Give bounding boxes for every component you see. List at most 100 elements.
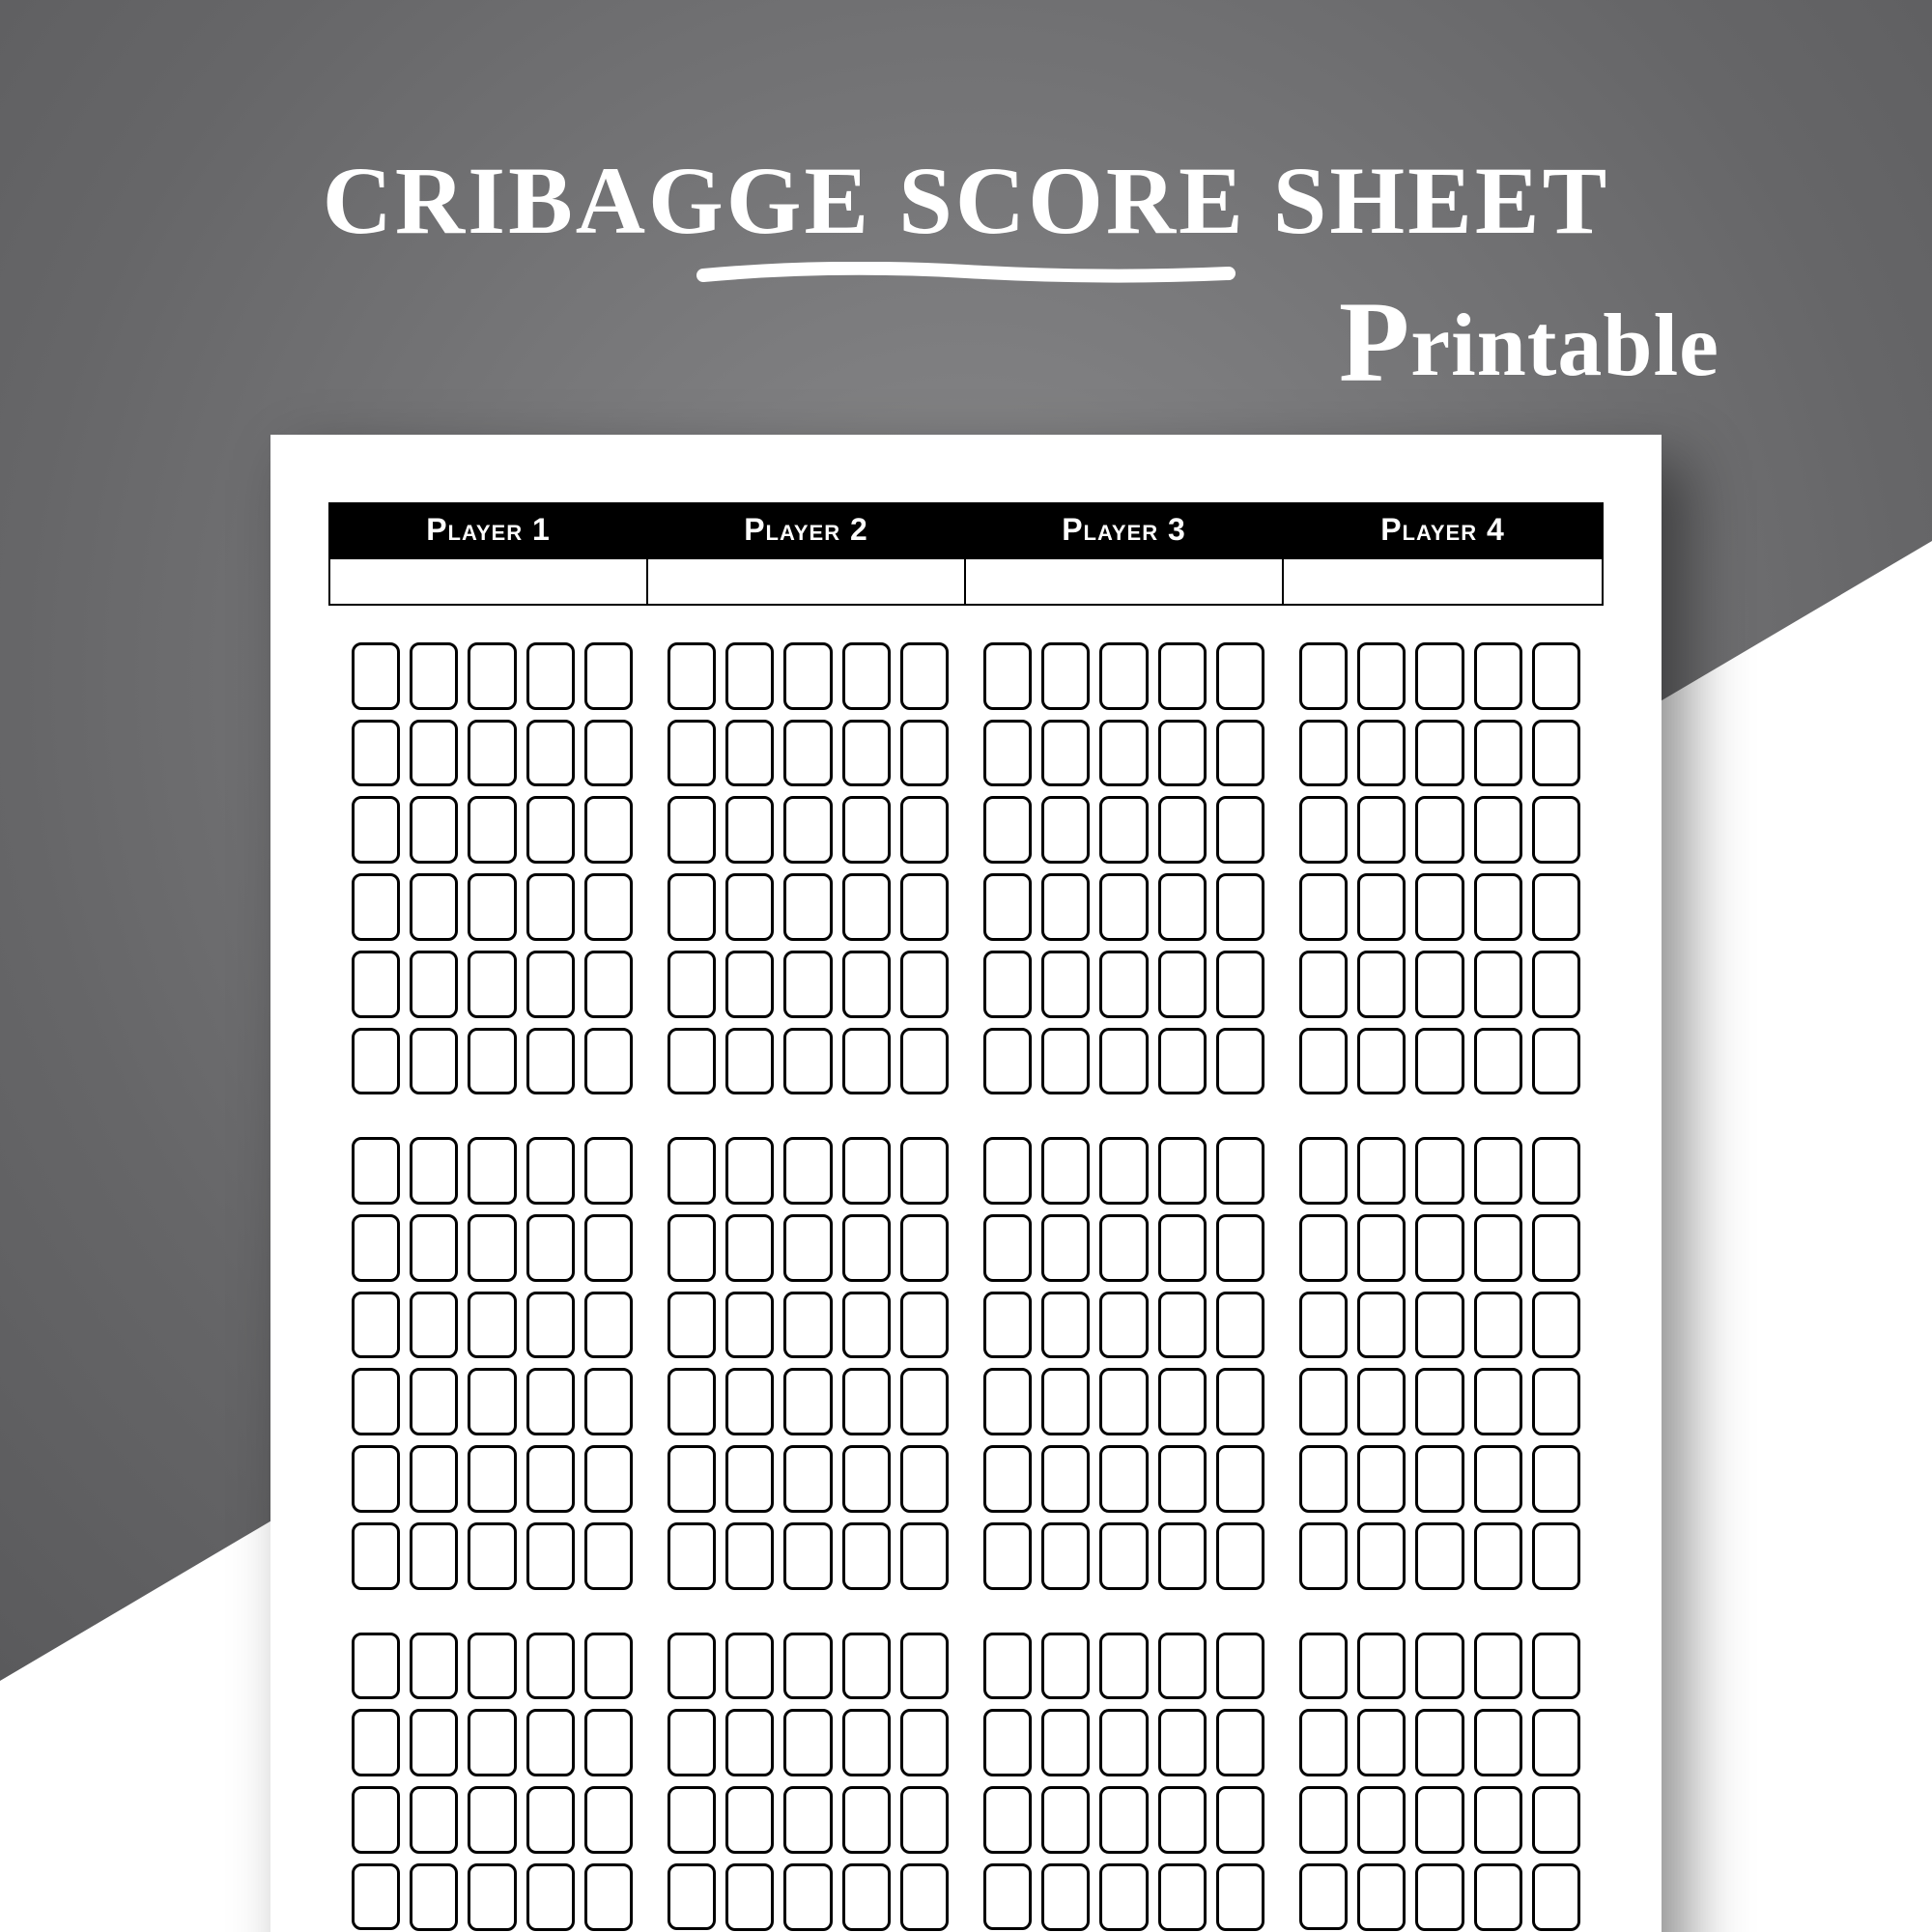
peg-row xyxy=(1299,1786,1580,1854)
peg-row xyxy=(668,1709,949,1776)
player-column xyxy=(983,642,1264,1932)
peg-hole xyxy=(1299,1368,1348,1435)
peg-row xyxy=(352,796,633,864)
peg-hole xyxy=(983,1786,1032,1854)
peg-hole xyxy=(410,1633,458,1700)
peg-row xyxy=(1299,720,1580,787)
peg-hole xyxy=(668,1292,716,1359)
peg-hole xyxy=(584,951,633,1018)
peg-hole xyxy=(1474,1368,1522,1435)
peg-hole xyxy=(1357,1214,1406,1282)
peg-hole xyxy=(1041,951,1090,1018)
peg-hole xyxy=(584,873,633,941)
player-column xyxy=(668,642,949,1932)
peg-hole xyxy=(668,873,716,941)
peg-hole xyxy=(783,873,832,941)
peg-hole xyxy=(352,1633,400,1700)
peg-hole xyxy=(842,1214,891,1282)
peg-hole xyxy=(900,1863,949,1931)
peg-hole xyxy=(1357,1137,1406,1205)
peg-hole xyxy=(1158,1786,1207,1854)
peg-hole xyxy=(352,1292,400,1359)
peg-hole xyxy=(1041,1709,1090,1776)
peg-hole xyxy=(1216,951,1264,1018)
peg-row xyxy=(352,720,633,787)
peg-hole xyxy=(1532,1786,1580,1854)
peg-row xyxy=(352,1522,633,1590)
peg-hole xyxy=(1099,1368,1148,1435)
peg-hole xyxy=(1357,1786,1406,1854)
peg-hole xyxy=(1099,1633,1148,1700)
peg-row xyxy=(352,1292,633,1359)
peg-row xyxy=(1299,1633,1580,1700)
peg-row xyxy=(983,1028,1264,1095)
peg-hole xyxy=(1099,1028,1148,1095)
peg-hole xyxy=(1415,1786,1463,1854)
peg-hole xyxy=(725,1709,774,1776)
peg-row xyxy=(1299,1863,1580,1931)
peg-hole xyxy=(725,1633,774,1700)
peg-hole xyxy=(1357,1368,1406,1435)
peg-row xyxy=(1299,951,1580,1018)
peg-hole xyxy=(842,796,891,864)
peg-hole xyxy=(725,1522,774,1590)
peg-row xyxy=(352,1709,633,1776)
peg-hole xyxy=(410,1522,458,1590)
peg-hole xyxy=(1099,1292,1148,1359)
peg-hole xyxy=(1474,951,1522,1018)
peg-hole xyxy=(1532,720,1580,787)
peg-hole xyxy=(352,873,400,941)
peg-hole xyxy=(1357,1445,1406,1513)
player-column xyxy=(352,642,633,1932)
peg-hole xyxy=(410,796,458,864)
peg-hole xyxy=(1532,1292,1580,1359)
peg-hole xyxy=(1474,1522,1522,1590)
peg-hole xyxy=(1357,1863,1406,1931)
peg-hole xyxy=(1299,951,1348,1018)
peg-hole xyxy=(352,1786,400,1854)
peg-hole xyxy=(1041,796,1090,864)
peg-hole xyxy=(842,873,891,941)
peg-hole xyxy=(1099,1863,1148,1931)
peg-hole xyxy=(468,1028,516,1095)
peg-hole xyxy=(1299,1633,1348,1700)
peg-hole xyxy=(352,1368,400,1435)
peg-hole xyxy=(1532,1863,1580,1931)
peg-hole xyxy=(1216,1214,1264,1282)
peg-hole xyxy=(526,1445,575,1513)
peg-hole xyxy=(783,1028,832,1095)
peg-hole xyxy=(1357,1522,1406,1590)
peg-hole xyxy=(900,1028,949,1095)
peg-hole xyxy=(1099,1522,1148,1590)
peg-hole xyxy=(1415,1137,1463,1205)
peg-hole xyxy=(983,642,1032,710)
score-block xyxy=(1299,642,1580,1094)
peg-hole xyxy=(352,1137,400,1205)
peg-hole xyxy=(983,1522,1032,1590)
peg-hole xyxy=(1158,951,1207,1018)
peg-hole xyxy=(900,642,949,710)
peg-row xyxy=(983,1214,1264,1282)
peg-hole xyxy=(1474,1137,1522,1205)
peg-hole xyxy=(584,1445,633,1513)
peg-hole xyxy=(1041,642,1090,710)
peg-hole xyxy=(410,1292,458,1359)
peg-row xyxy=(983,1633,1264,1700)
peg-hole xyxy=(1158,1863,1207,1931)
peg-row xyxy=(983,1522,1264,1590)
peg-hole xyxy=(468,873,516,941)
peg-hole xyxy=(584,1137,633,1205)
peg-hole xyxy=(983,1028,1032,1095)
peg-hole xyxy=(410,1137,458,1205)
peg-hole xyxy=(725,642,774,710)
name-cell-1 xyxy=(330,559,648,604)
peg-hole xyxy=(468,1214,516,1282)
peg-hole xyxy=(526,642,575,710)
peg-hole xyxy=(1415,1445,1463,1513)
score-block xyxy=(983,1137,1264,1589)
peg-hole xyxy=(526,720,575,787)
peg-hole xyxy=(468,1863,516,1931)
peg-hole xyxy=(900,1137,949,1205)
peg-hole xyxy=(842,642,891,710)
peg-hole xyxy=(526,1292,575,1359)
